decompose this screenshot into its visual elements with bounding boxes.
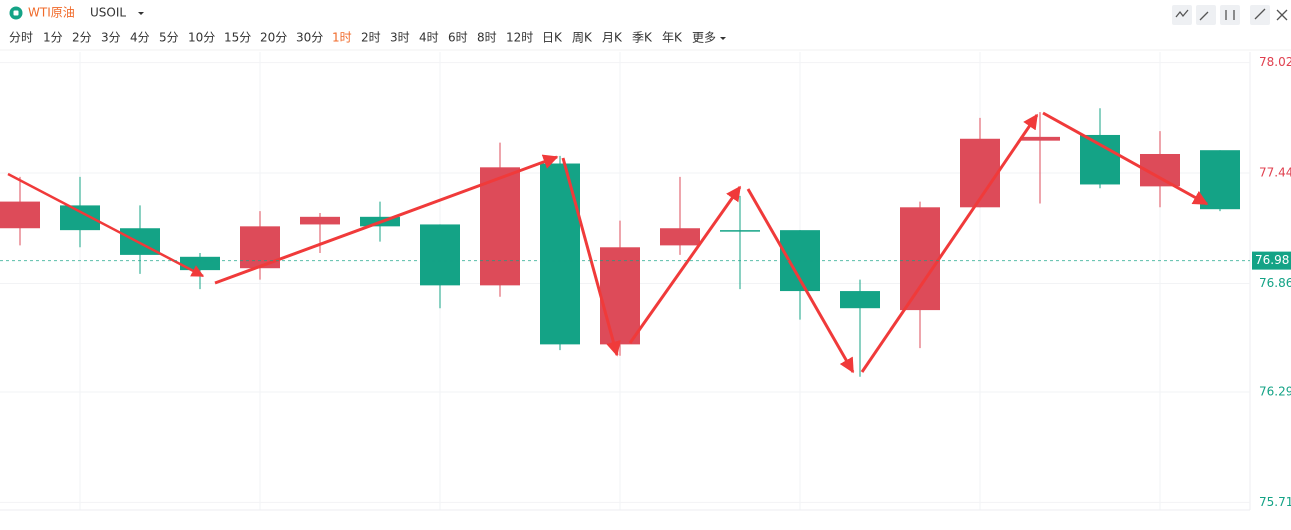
period-tab[interactable]: 周K (572, 31, 593, 45)
y-tick-label: 77.44 (1259, 166, 1291, 180)
y-tick-label: 76.29 (1259, 384, 1291, 398)
tool-buttons (1172, 5, 1288, 25)
period-tab[interactable]: 2时 (361, 31, 381, 45)
period-tab[interactable]: 季K (632, 31, 653, 45)
instrument-name[interactable]: WTI原油 (28, 6, 75, 20)
instrument-symbol[interactable]: USOIL (90, 6, 126, 20)
current-price-box (1252, 251, 1291, 270)
logo-mark (13, 10, 19, 16)
period-tab[interactable]: 10分 (188, 31, 215, 45)
period-tab[interactable]: 1时 (332, 31, 352, 45)
tool-icons (1175, 8, 1288, 21)
period-tab[interactable]: 2分 (72, 31, 92, 45)
candle-body (1200, 150, 1240, 210)
period-tab[interactable]: 日K (542, 31, 563, 45)
candle-body (900, 207, 940, 311)
period-tab[interactable]: 8时 (477, 31, 497, 45)
tool-button[interactable] (1250, 5, 1270, 25)
candle-body (480, 167, 520, 286)
candle-body (600, 247, 640, 345)
period-tab[interactable]: 4时 (419, 31, 439, 45)
period-tab[interactable]: 3时 (390, 31, 410, 45)
period-tab[interactable]: 3分 (101, 31, 121, 45)
period-tab[interactable]: 15分 (224, 31, 251, 45)
candle-body (1020, 136, 1060, 141)
candle-body (540, 163, 580, 345)
period-more[interactable]: 更多 (692, 31, 716, 45)
period-tab[interactable]: 12时 (506, 31, 533, 45)
candle-body (420, 224, 460, 286)
candle-body (720, 230, 760, 232)
period-tab[interactable]: 4分 (130, 31, 150, 45)
period-tab[interactable]: 6时 (448, 31, 468, 45)
candle-body (960, 138, 1000, 208)
candle-body (1080, 134, 1120, 185)
candle-body (0, 201, 40, 229)
period-tab[interactable]: 分时 (9, 31, 33, 45)
period-tab[interactable]: 月K (602, 31, 623, 45)
y-tick-label: 75.71 (1259, 495, 1291, 509)
period-tab[interactable]: 20分 (260, 31, 287, 45)
period-tab[interactable]: 1分 (43, 31, 63, 45)
annotation-arrows (7, 111, 1209, 374)
caret (138, 12, 144, 15)
period-tab[interactable]: 年K (662, 31, 683, 45)
tool-button[interactable] (1220, 5, 1240, 25)
y-tick-label: 78.02 (1259, 55, 1291, 69)
caret (720, 37, 726, 40)
period-tab[interactable]: 5分 (159, 31, 179, 45)
y-tick-label: 76.86 (1259, 276, 1291, 290)
tool-button[interactable] (1196, 5, 1216, 25)
current-price-label: 76.98 (1255, 253, 1289, 267)
candle-body (660, 228, 700, 246)
period-tab[interactable]: 30分 (296, 31, 323, 45)
candle-body (300, 216, 340, 225)
candle-body (840, 291, 880, 309)
